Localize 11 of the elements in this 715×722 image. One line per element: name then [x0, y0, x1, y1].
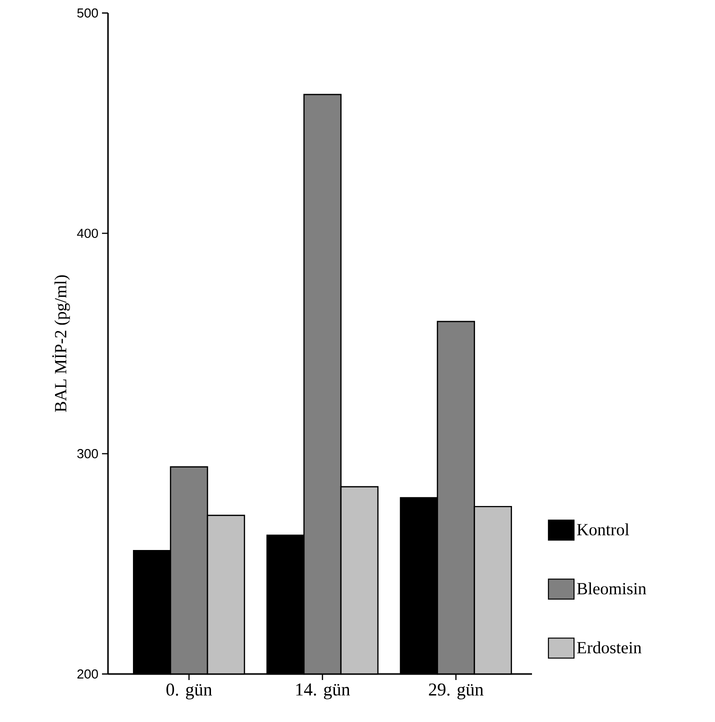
legend-label: Kontrol — [577, 523, 630, 536]
y-tick-label: 500 — [77, 8, 98, 18]
legend-label: Erdostein — [577, 641, 642, 654]
legend-label: Bleomisin — [577, 582, 646, 594]
y-tick-label: 300 — [77, 449, 98, 458]
x-tick-label: 14. gün — [296, 684, 350, 700]
x-tick-label: 0. gün — [166, 684, 212, 700]
y-tick-label: 400 — [77, 228, 98, 238]
y-tick-label: 200 — [77, 669, 98, 679]
y-axis-title: BAL MİP-2 (pg/ml) — [52, 275, 70, 412]
x-tick-label: 29. gün — [428, 684, 484, 700]
